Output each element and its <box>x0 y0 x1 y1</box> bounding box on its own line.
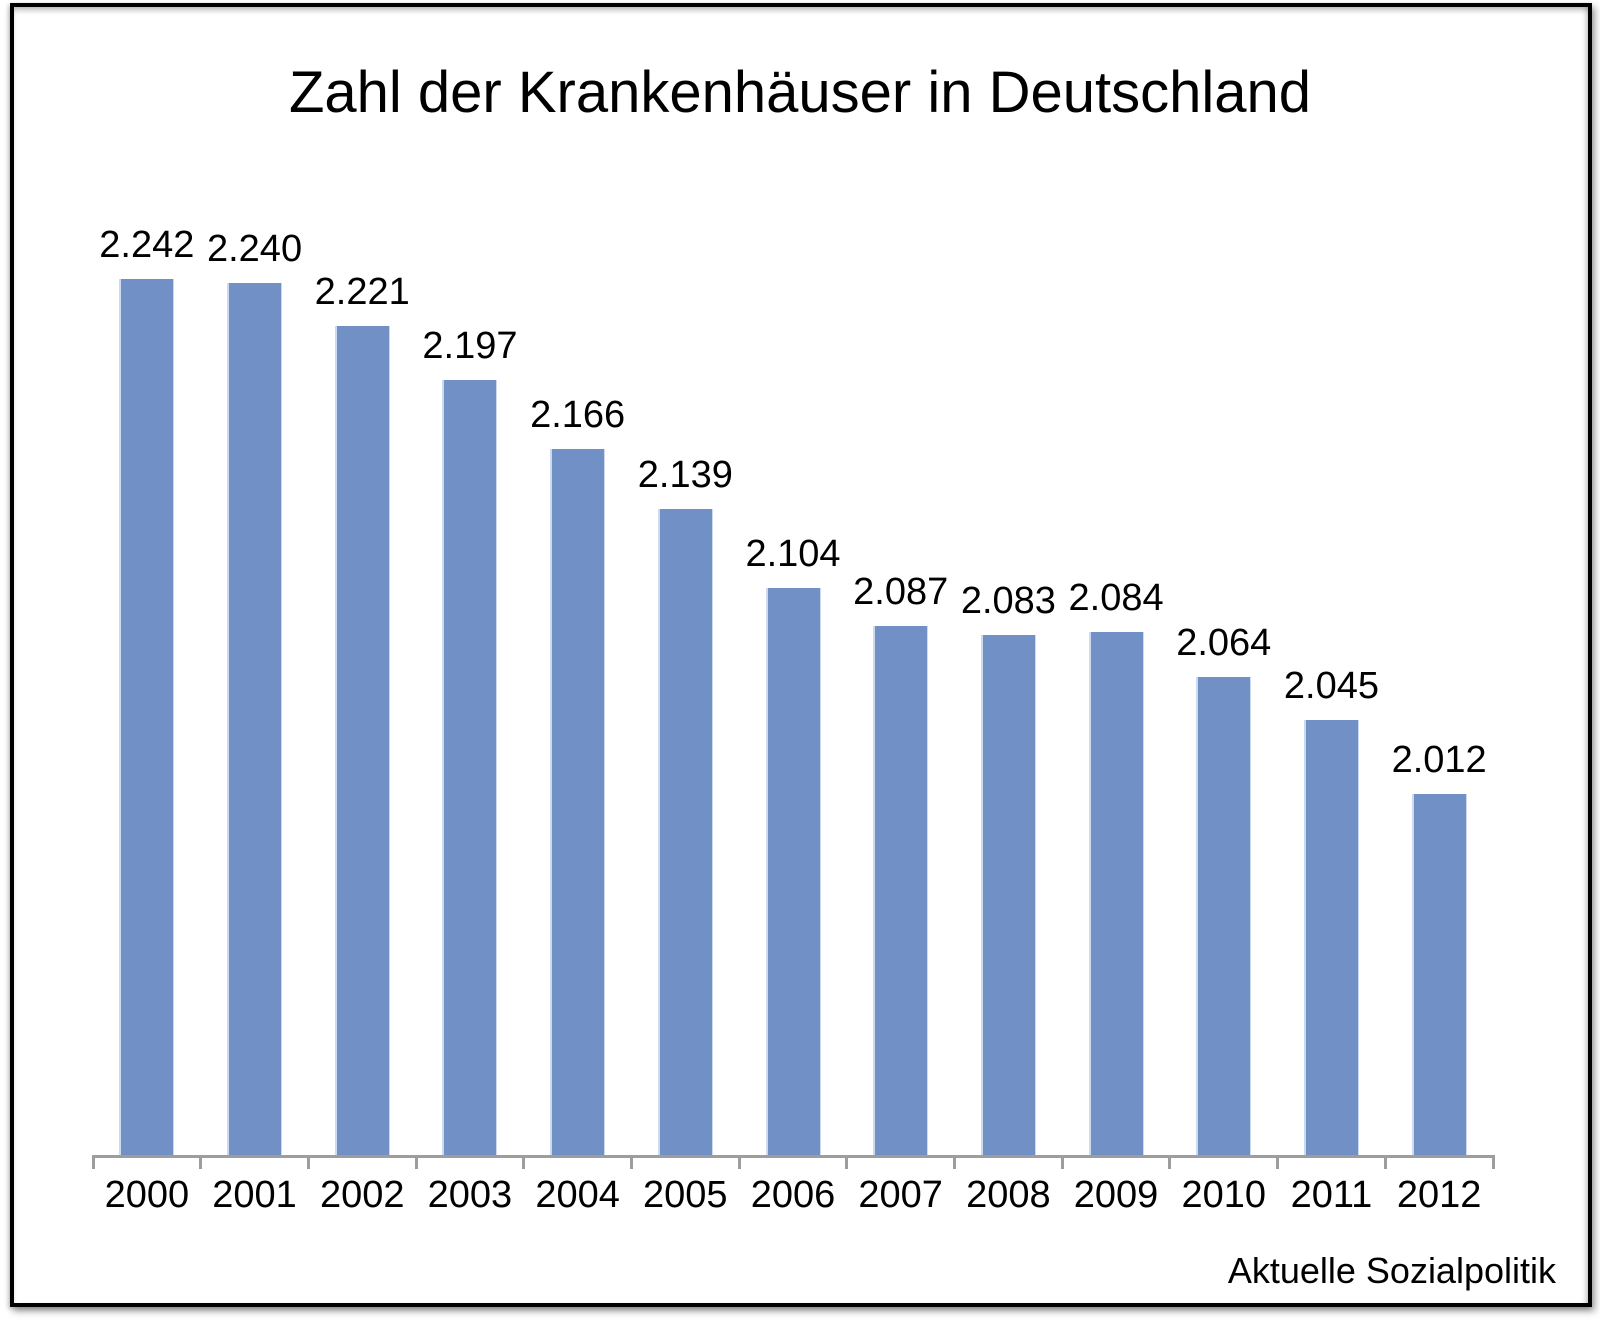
x-tick-label: 2001 <box>212 1174 297 1216</box>
bar-value-label: 2.012 <box>1391 739 1487 781</box>
chart-title: Zahl der Krankenhäuser in Deutschland <box>288 60 1312 125</box>
bar-2012 <box>1411 794 1467 1156</box>
x-axis-tick <box>629 1155 633 1169</box>
bar-2008 <box>980 635 1036 1156</box>
x-tick-label: 2009 <box>1073 1174 1159 1216</box>
bar-2005 <box>657 509 713 1156</box>
x-axis-tick <box>522 1155 526 1169</box>
source-label: Aktuelle Sozialpolitik <box>1227 1250 1556 1291</box>
x-axis-tick <box>414 1155 418 1169</box>
bar-2009 <box>1088 632 1144 1156</box>
x-tick-label: 2004 <box>535 1174 620 1216</box>
bar-value-label: 2.084 <box>1068 577 1164 619</box>
bar-2001 <box>227 283 283 1156</box>
x-tick-label: 2006 <box>750 1174 836 1216</box>
x-tick-label: 2002 <box>319 1174 405 1216</box>
x-tick-label: 2008 <box>966 1174 1051 1216</box>
bar-value-label: 2.221 <box>314 271 410 313</box>
bar-2011 <box>1303 720 1359 1156</box>
bar-value-label: 2.064 <box>1176 622 1272 664</box>
bar-2003 <box>442 380 498 1156</box>
bar-value-label: 2.197 <box>422 325 518 367</box>
bar-2007 <box>873 626 929 1156</box>
bar-2000 <box>119 279 175 1156</box>
x-axis-tick <box>306 1155 310 1169</box>
bar-2004 <box>550 449 606 1156</box>
bar-value-label: 2.166 <box>530 394 626 436</box>
x-tick-label: 2003 <box>427 1174 513 1216</box>
x-axis-tick <box>91 1155 95 1169</box>
bar-value-label: 2.083 <box>960 580 1056 622</box>
bar-value-label: 2.104 <box>745 533 841 575</box>
x-tick-label: 2011 <box>1290 1174 1373 1216</box>
x-axis-tick <box>199 1155 203 1169</box>
bar-value-label: 2.242 <box>99 224 195 266</box>
x-tick-label: 2005 <box>643 1174 728 1216</box>
x-axis-tick <box>845 1155 849 1169</box>
bar-value-label: 2.045 <box>1283 665 1379 707</box>
x-axis-tick <box>953 1155 957 1169</box>
x-axis-tick <box>737 1155 741 1169</box>
bar-2006 <box>765 588 821 1156</box>
x-axis-tick <box>1168 1155 1172 1169</box>
x-axis-line <box>93 1155 1493 1158</box>
x-tick-label: 2000 <box>104 1174 190 1216</box>
x-tick-label: 2007 <box>858 1174 943 1216</box>
bar-value-label: 2.240 <box>206 228 303 270</box>
x-axis-tick <box>1383 1155 1387 1169</box>
bar-2010 <box>1196 677 1252 1156</box>
bar-2002 <box>334 326 390 1156</box>
x-tick-label: 2010 <box>1181 1174 1267 1216</box>
x-axis-tick <box>1060 1155 1064 1169</box>
x-axis-tick <box>1276 1155 1280 1169</box>
x-tick-label: 2012 <box>1396 1174 1482 1216</box>
x-axis-tick <box>1491 1155 1495 1169</box>
bar-value-label: 2.087 <box>853 571 949 613</box>
bar-value-label: 2.139 <box>637 454 733 496</box>
